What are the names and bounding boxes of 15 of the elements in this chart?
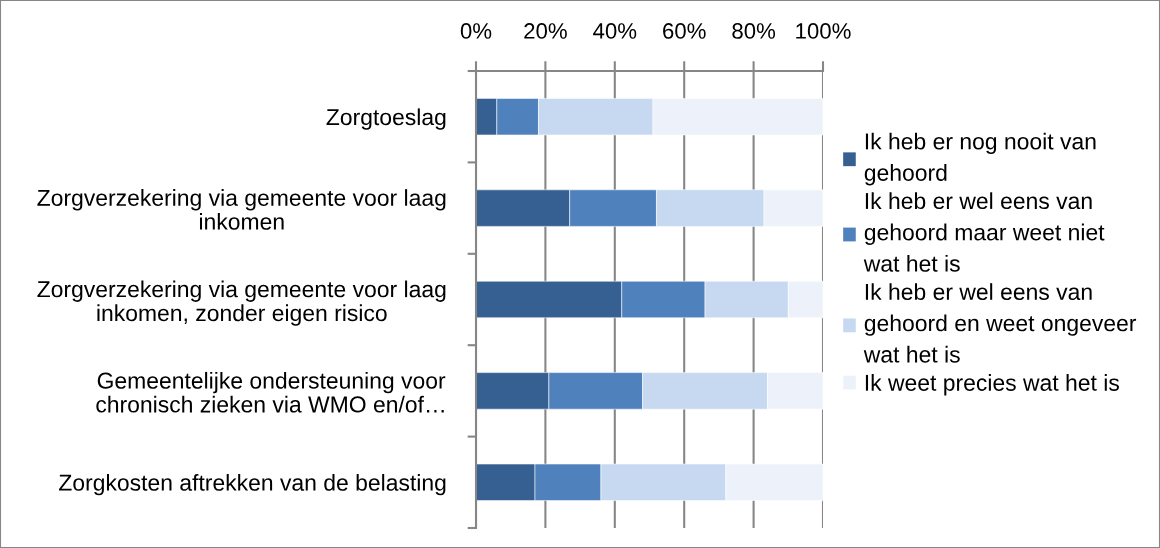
legend-label: Ik heb er wel eens van gehoord maar weet niet wat het is xyxy=(863,192,1105,272)
x-tick-label: 80% xyxy=(732,23,776,39)
y-tick-label: Gemeentelijke ondersteuning voor chronisch zieken via WMO en/of… xyxy=(96,371,446,413)
x-tick-label: 40% xyxy=(593,23,637,39)
x-tick-label: 100% xyxy=(796,23,851,39)
y-tick-label: Zorgverzekering via gemeente voor laag inkomen xyxy=(37,189,446,230)
x-tick-label: 60% xyxy=(663,23,706,39)
y-tick-label: Zorgtoeslag xyxy=(326,108,446,130)
y-tick-label: Zorgkosten aftrekken van de belasting xyxy=(59,474,446,496)
x-tick-label: 20% xyxy=(524,23,567,39)
legend-label: Ik heb er wel eens van gehoord en weet ongeveer wat het is xyxy=(863,283,1137,363)
legend-label: Ik heb er nog nooit van gehoord xyxy=(864,132,1096,186)
y-tick-label: Zorgverzekering via gemeente voor laag inkomen, zonder eigen risico xyxy=(37,280,446,326)
x-tick-label: 0% xyxy=(460,23,492,39)
legend-label: Ik weet precies wat het is xyxy=(865,374,1119,396)
